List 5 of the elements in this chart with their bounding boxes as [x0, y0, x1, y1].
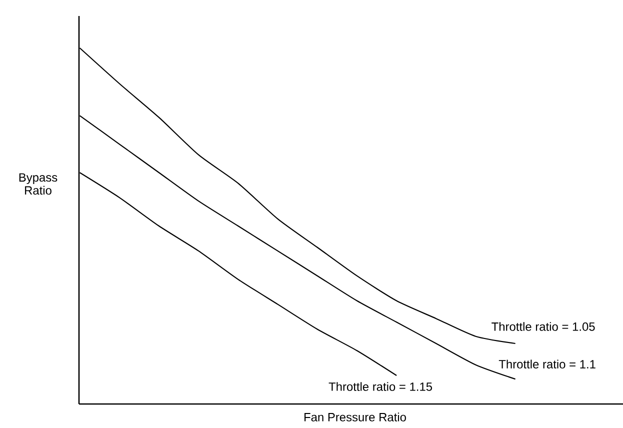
- series-label: Throttle ratio = 1.05: [492, 322, 595, 331]
- series-label: Throttle ratio = 1.1: [498, 360, 596, 368]
- series-label: Throttle ratio = 1.15: [328, 382, 432, 391]
- x-axis-title: Fan Pressure Ratio: [304, 412, 406, 422]
- y-axis-title: Bypass Ratio: [19, 173, 58, 195]
